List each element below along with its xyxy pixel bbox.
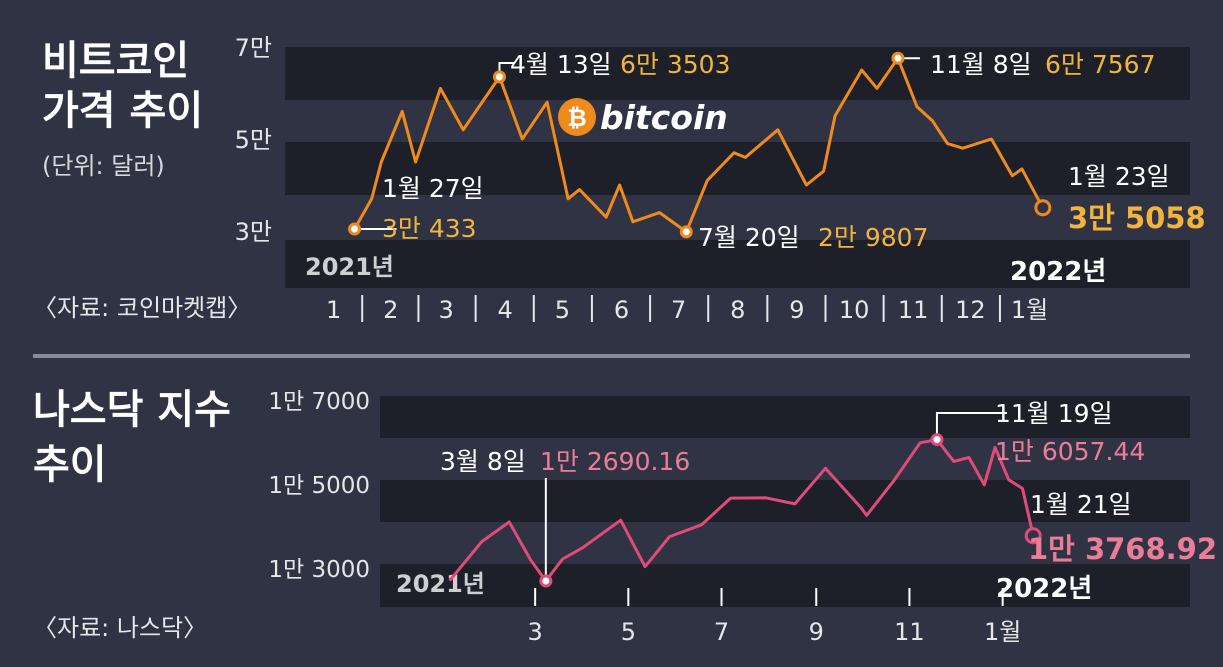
ndq-title-line1: 나스닥 지수 bbox=[33, 387, 231, 433]
btc-x-tick: 7 bbox=[671, 296, 686, 324]
btc-annotation-value: 6만 3503 bbox=[620, 50, 730, 79]
ndq-annotation-date: 3월 8일 bbox=[440, 447, 526, 476]
btc-x-tick: 8 bbox=[730, 296, 745, 324]
btc-y-tick: 3만 bbox=[235, 218, 272, 246]
btc-annotation-marker bbox=[492, 70, 506, 84]
ndq-annotation-value: 1만 6057.44 bbox=[995, 437, 1145, 466]
btc-y-tick: 5만 bbox=[235, 126, 272, 154]
btc-annotation-marker bbox=[679, 225, 693, 239]
btc-annotation-marker bbox=[1034, 199, 1052, 217]
btc-x-tick: 12 bbox=[955, 296, 986, 324]
btc-year-start: 2021년 bbox=[305, 253, 394, 281]
btc-annotation-marker bbox=[891, 51, 905, 65]
ndq-index-line bbox=[448, 438, 1035, 583]
ndq-x-tick: 11 bbox=[894, 618, 925, 646]
btc-unit-label: (단위: 달러) bbox=[42, 152, 165, 180]
ndq-annotation-date: 1월 21일 bbox=[1030, 490, 1132, 519]
ndq-year-end: 2022년 bbox=[996, 574, 1092, 604]
ndq-x-tick: 5 bbox=[621, 618, 636, 646]
ndq-year-start: 2021년 bbox=[396, 570, 485, 598]
btc-annotation-date: 1월 23일 bbox=[1068, 162, 1170, 191]
btc-x-tick: 9 bbox=[789, 296, 804, 324]
btc-x-tick: 6 bbox=[614, 296, 629, 324]
ndq-annotation-value: 1만 3768.92 bbox=[1028, 532, 1217, 566]
bitcoin-icon-glyph: ₿ bbox=[567, 104, 587, 132]
btc-title-line2: 가격 추이 bbox=[42, 88, 203, 134]
btc-x-tick: 3 bbox=[438, 296, 453, 324]
btc-x-tick: 1 bbox=[326, 296, 341, 324]
btc-source: 〈자료: 코인마켓캡〉 bbox=[33, 294, 251, 322]
btc-x-tick: 5 bbox=[555, 296, 570, 324]
btc-x-tick: 11 bbox=[898, 296, 929, 324]
bitcoin-logo-text: bitcoin bbox=[600, 98, 728, 137]
ndq-x-tick: 3 bbox=[527, 618, 542, 646]
ndq-annotation-marker bbox=[930, 433, 944, 447]
ndq-title-line2: 추이 bbox=[33, 442, 107, 488]
btc-x-tick: 2 bbox=[383, 296, 398, 324]
btc-x-tick: 10 bbox=[839, 296, 870, 324]
ndq-source: 〈자료: 나스닥〉 bbox=[33, 614, 207, 642]
btc-annotation-date: 1월 27일 bbox=[382, 174, 484, 203]
btc-annotation-value: 2만 9807 bbox=[818, 223, 928, 252]
ndq-y-tick: 1만 3000 bbox=[268, 557, 370, 583]
btc-year-end: 2022년 bbox=[1010, 257, 1106, 287]
btc-annotation-date: 7월 20일 bbox=[698, 223, 800, 252]
btc-annotation-marker bbox=[348, 222, 362, 236]
btc-plot-bands bbox=[285, 47, 1190, 288]
ndq-annotation-value: 1만 2690.16 bbox=[540, 447, 690, 476]
btc-y-tick: 7만 bbox=[235, 34, 272, 62]
ndq-chart: 1만 7000 1만 5000 1만 3000 3 5 7 9 11 1월 2021년 2022년 3… bbox=[268, 389, 1217, 646]
btc-x-tick: 1월 bbox=[1011, 296, 1048, 324]
btc-x-tick: 4 bbox=[498, 296, 513, 324]
ndq-x-tick: 7 bbox=[714, 618, 729, 646]
btc-annotation-value: 6만 7567 bbox=[1045, 50, 1155, 79]
ndq-annotation-date: 11월 19일 bbox=[995, 399, 1113, 428]
ndq-annotation-leader bbox=[935, 412, 1007, 440]
ndq-annotation-marker bbox=[1024, 527, 1042, 545]
bitcoin-logo: ₿ bitcoin bbox=[558, 98, 728, 137]
btc-price-line bbox=[353, 56, 1045, 234]
ndq-x-tick: 1월 bbox=[984, 618, 1021, 646]
btc-annotation-value: 3만 433 bbox=[382, 214, 477, 243]
btc-title-line1: 비트코인 bbox=[42, 38, 189, 84]
btc-annotation-date: 11월 8일 bbox=[930, 50, 1032, 79]
btc-annotation-value: 3만 5058 bbox=[1068, 201, 1206, 235]
btc-annotation-date: 4월 13일 bbox=[510, 50, 612, 79]
ndq-y-tick: 1만 5000 bbox=[268, 473, 370, 499]
ndq-y-tick: 1만 7000 bbox=[268, 389, 370, 415]
ndq-x-tick: 9 bbox=[809, 618, 824, 646]
ndq-annotation-marker bbox=[539, 574, 553, 588]
bitcoin-icon bbox=[558, 98, 596, 136]
